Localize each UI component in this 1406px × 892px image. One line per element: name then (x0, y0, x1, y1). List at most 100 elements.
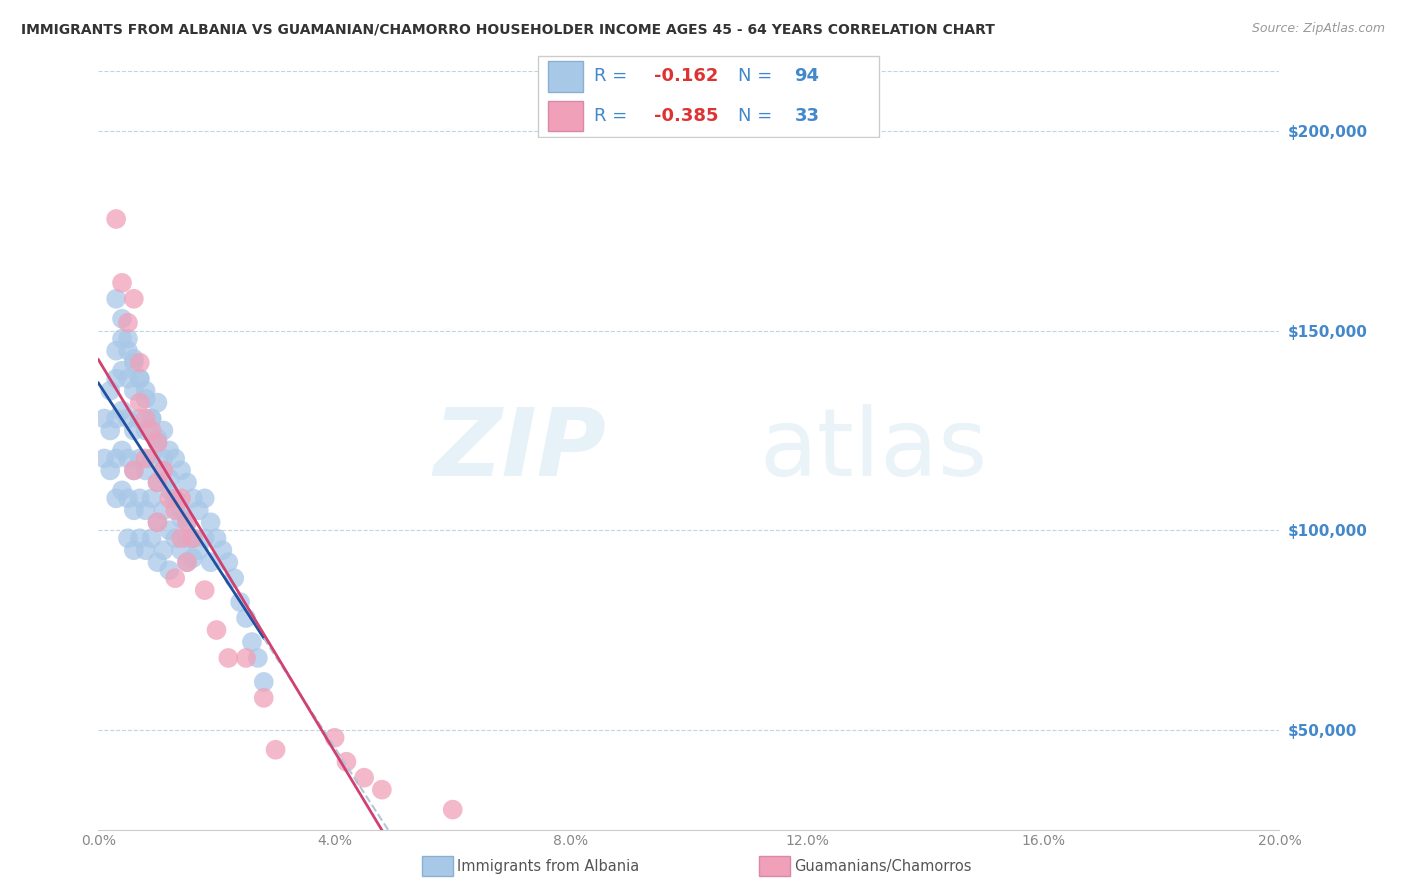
Point (157, 491, 180, 506)
Point (122, 424, 145, 438)
Text: Source: ZipAtlas.com: Source: ZipAtlas.com (1251, 22, 1385, 36)
Point (111, 311, 134, 326)
Text: atlas: atlas (759, 404, 988, 497)
Text: 94: 94 (794, 68, 820, 86)
Point (335, 755, 357, 769)
Point (135, 463, 157, 477)
Point (229, 595, 252, 609)
Point (240, 635, 263, 649)
Bar (548, 101, 583, 131)
Text: Immigrants from Albania: Immigrants from Albania (457, 859, 640, 873)
Point (117, 316, 139, 330)
Text: ZIP: ZIP (433, 404, 606, 497)
Point (117, 411, 139, 425)
Text: -0.162: -0.162 (654, 68, 718, 86)
Point (146, 516, 169, 530)
Point (105, 411, 128, 425)
Point (170, 503, 193, 517)
Point (117, 343, 139, 358)
Point (128, 371, 150, 385)
Point (194, 491, 217, 506)
Point (170, 543, 193, 558)
Point (146, 475, 169, 490)
Point (146, 395, 169, 409)
Point (117, 371, 139, 385)
Point (111, 483, 134, 498)
Point (187, 543, 209, 558)
Point (117, 491, 139, 506)
Point (235, 611, 257, 625)
Point (157, 443, 180, 458)
Point (205, 531, 228, 545)
Point (165, 491, 187, 506)
Point (176, 531, 198, 545)
Point (181, 551, 204, 566)
Point (181, 531, 204, 545)
Point (122, 503, 145, 517)
Point (165, 491, 187, 506)
Point (135, 503, 157, 517)
Point (117, 332, 139, 346)
Point (135, 411, 157, 425)
Point (111, 443, 134, 458)
Point (98, 384, 121, 398)
Point (105, 451, 128, 466)
Point (253, 690, 276, 705)
Point (93, 411, 115, 425)
Point (165, 571, 187, 585)
Point (152, 463, 174, 477)
Point (98, 424, 121, 438)
Point (157, 471, 180, 485)
Text: IMMIGRANTS FROM ALBANIA VS GUAMANIAN/CHAMORRO HOUSEHOLDER INCOME AGES 45 - 64 YE: IMMIGRANTS FROM ALBANIA VS GUAMANIAN/CHA… (21, 22, 995, 37)
Text: Guamanians/Chamorros: Guamanians/Chamorros (794, 859, 972, 873)
Point (105, 491, 128, 506)
Point (187, 503, 209, 517)
Point (441, 803, 464, 817)
Point (152, 503, 174, 517)
Point (181, 491, 204, 506)
Point (117, 451, 139, 466)
Point (176, 516, 198, 530)
Point (170, 511, 193, 525)
Point (105, 212, 128, 227)
Point (211, 543, 233, 558)
Point (165, 451, 187, 466)
Point (165, 531, 187, 545)
Point (181, 531, 204, 545)
Point (135, 392, 157, 406)
Text: 33: 33 (794, 107, 820, 125)
Bar (548, 62, 583, 92)
Point (200, 516, 222, 530)
FancyBboxPatch shape (537, 56, 879, 136)
Point (122, 356, 145, 370)
Point (200, 555, 222, 569)
Point (170, 531, 193, 545)
Text: R =: R = (593, 107, 633, 125)
Point (93, 451, 115, 466)
Point (194, 531, 217, 545)
Point (157, 523, 180, 537)
Point (122, 463, 145, 477)
Point (135, 384, 157, 398)
Point (141, 411, 163, 425)
Point (105, 343, 128, 358)
Point (170, 463, 193, 477)
Point (176, 555, 198, 569)
Point (122, 292, 145, 306)
Point (323, 731, 346, 745)
Point (128, 371, 150, 385)
Point (217, 651, 239, 665)
Point (170, 491, 193, 506)
Point (111, 403, 134, 417)
Text: R =: R = (593, 68, 633, 86)
Text: N =: N = (738, 68, 778, 86)
Point (146, 555, 169, 569)
Point (152, 424, 174, 438)
Point (371, 782, 394, 797)
Point (128, 491, 150, 506)
Point (353, 771, 375, 785)
Point (157, 563, 180, 577)
Point (176, 475, 198, 490)
Text: N =: N = (738, 107, 778, 125)
Point (205, 623, 228, 637)
